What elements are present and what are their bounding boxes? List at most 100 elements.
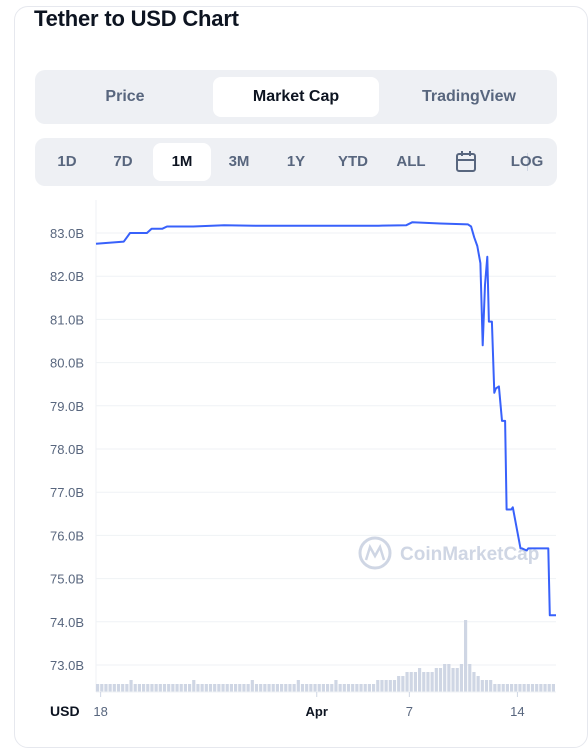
range-divider [527,153,528,171]
range-all[interactable]: ALL [396,153,426,170]
volume-bar [96,684,100,692]
volume-bar [309,684,313,692]
volume-bar [543,684,547,692]
volume-bar [493,684,497,692]
volume-bar [535,684,539,692]
y-tick-label: 83.0B [50,226,84,241]
x-tick-labels: 18 Apr 7 14 [93,692,525,719]
volume-bar [254,684,259,692]
volume-bar [451,668,455,692]
watermark: CoinMarketCap [358,536,539,570]
y-tick-labels: 83.0B 82.0B 81.0B 80.0B 79.0B 78.0B 77.0B 76.0B… [50,226,84,673]
y-tick-label: 73.0B [50,658,84,673]
volume-bar [476,676,480,692]
volume-bar [137,684,141,692]
volume-bar [175,684,179,692]
volume-bar [200,684,204,692]
volume-bar [284,684,288,692]
range-3m[interactable]: 3M [228,153,250,170]
volume-bar [300,684,305,692]
volume-bar [472,672,476,692]
volume-bar [292,684,296,692]
volume-bar [430,672,434,692]
volume-bar [162,684,167,692]
volume-bar [188,684,192,692]
volume-bar [171,684,175,692]
volume-bar [246,684,250,692]
volume-bar [104,684,108,692]
volume-bar [510,684,514,692]
volume-bar [305,684,309,692]
volume-bar [330,684,334,692]
volume-bar [150,684,154,692]
volume-bar [108,684,112,692]
volume-bar [447,664,451,692]
volume-bar [497,684,501,692]
volume-bar [338,684,342,692]
volume-bar [146,684,150,692]
chart-card [14,6,588,748]
volume-bar [372,684,376,692]
volume-bar [238,684,242,692]
volume-bar [334,680,338,692]
range-1y[interactable]: 1Y [286,153,306,170]
volume-bar [229,684,233,692]
volume-bar [422,672,426,692]
volume-bar [464,620,468,692]
volume-bar [116,684,121,692]
tab-price[interactable]: Price [105,88,145,105]
volume-bar [158,684,162,692]
volume-bar [183,684,187,692]
volume-bar [438,668,443,692]
volume-bar [418,668,422,692]
x-tick-label: 14 [510,704,524,719]
watermark-text: CoinMarketCap [400,544,539,565]
volume-bar [179,684,183,692]
volume-bar [321,684,325,692]
volume-bar [547,684,551,692]
volume-bar [167,684,171,692]
volume-bar [380,680,384,692]
volume-bar [250,680,254,692]
volume-bar [551,684,555,692]
range-ytd[interactable]: YTD [338,153,368,170]
volume-bar [459,664,463,692]
volume-bar [242,684,246,692]
coinmarketcap-logo-icon [358,536,392,570]
tab-tradingview[interactable]: TradingView [422,88,516,105]
x-tick-label: Apr [306,704,328,719]
volume-bar [296,680,300,692]
volume-bars [96,620,555,692]
y-tick-label: 80.0B [50,356,84,371]
volume-bar [384,680,388,692]
volume-bar [129,680,133,692]
volume-bar [484,680,489,692]
series-line-market-cap [95,221,556,617]
volume-bar [213,684,217,692]
volume-bar [326,684,330,692]
volume-bar [100,684,104,692]
volume-bar [288,684,292,692]
tab-market-cap[interactable]: Market Cap [213,77,379,117]
calendar-icon[interactable] [455,150,477,174]
y-tick-label: 81.0B [50,312,84,327]
log-toggle[interactable]: LOG [510,153,544,170]
volume-bar [401,676,405,692]
volume-bar [359,684,363,692]
volume-bar [275,684,279,692]
volume-bar [217,684,221,692]
volume-bar [468,664,472,692]
view-tabs: Price Market Cap TradingView [35,70,557,124]
y-tick-label: 77.0B [50,485,84,500]
volume-bar [342,684,346,692]
volume-bar [204,684,208,692]
range-1m[interactable]: 1M [153,143,211,181]
volume-bar [125,684,129,692]
range-7d[interactable]: 7D [113,153,133,170]
volume-bar [480,680,484,692]
range-1d[interactable]: 1D [57,153,77,170]
volume-bar [526,684,530,692]
market-cap-chart: CoinMarketCap 83.0B 82.0B 81.0B 80.0B 79.0B 7… [50,200,556,719]
volume-bar [514,684,518,692]
volume-bar [355,684,359,692]
